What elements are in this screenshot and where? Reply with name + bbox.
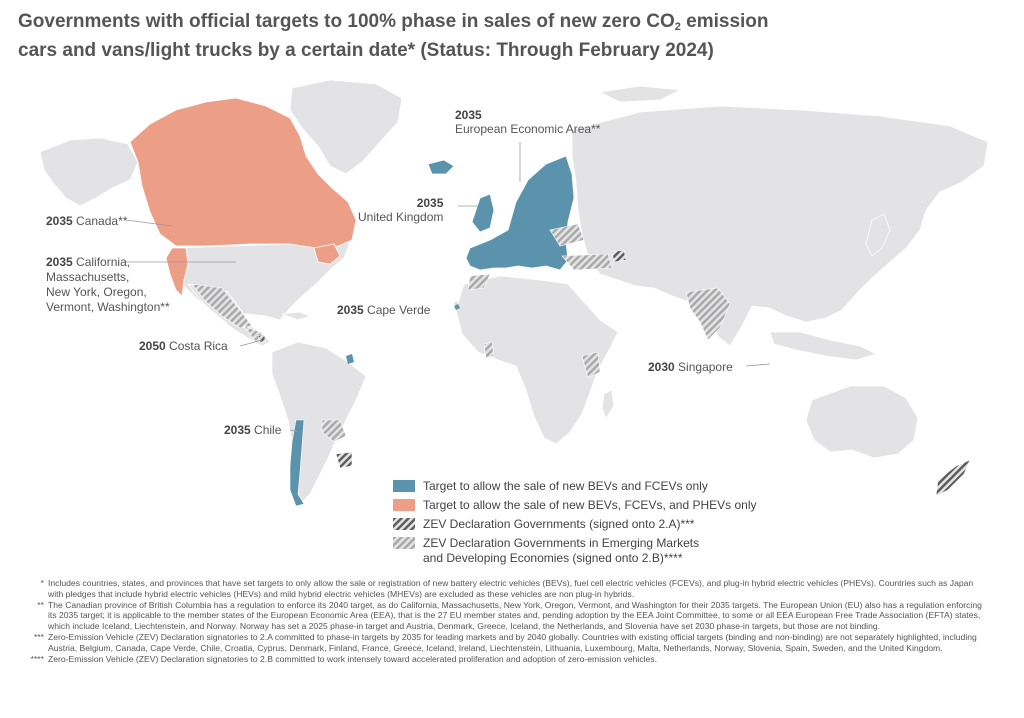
zev-2b-morocco [467, 273, 491, 291]
madagascar-region [601, 389, 615, 419]
us-west-coast-states-region [165, 247, 189, 297]
legend-item-bev-fcev: Target to allow the sale of new BEVs and… [393, 479, 757, 494]
french-guiana-region [346, 354, 354, 364]
map-legend: Target to allow the sale of new BEVs and… [393, 479, 757, 570]
south-america-region [271, 341, 367, 503]
legend-swatch-salmon [393, 499, 415, 511]
leader-canada [125, 219, 173, 227]
legend-swatch-blue [393, 480, 415, 492]
zev-2b-ghana [483, 341, 495, 359]
legend-swatch-hatch-light [393, 537, 415, 549]
zev-2b-paraguay [321, 419, 347, 443]
label-cape-verde: 2035 Cape Verde [337, 303, 431, 317]
zev-2a-costa-rica [257, 333, 267, 343]
label-costa-rica: 2050 Costa Rica [139, 339, 228, 353]
chile-region [289, 419, 305, 507]
label-us-states: 2035 California, Massachusetts, New York… [46, 255, 170, 314]
alaska-region [39, 137, 139, 207]
legend-swatch-hatch-dark [393, 518, 415, 530]
canada-region [129, 97, 357, 249]
zev-2b-india [685, 287, 731, 341]
legend-item-phev: Target to allow the sale of new BEVs, FC… [393, 498, 757, 513]
uk-region [471, 193, 495, 233]
label-eea: 2035 European Economic Area** [455, 108, 601, 136]
footnote-2: ** The Canadian province of British Colum… [37, 599, 982, 632]
zev-2b-turkey [561, 253, 613, 271]
europe-eea-region [465, 155, 575, 271]
zev-2b-kenya-ethiopia [581, 351, 601, 379]
legend-item-zev-2a: ZEV Declaration Governments (signed onto… [393, 517, 757, 532]
leader-costa-rica [239, 339, 263, 347]
legend-item-zev-2b: ZEV Declaration Governments in Emerging … [393, 536, 757, 566]
footnote-3: *** Zero-Emission Vehicle (ZEV) Declarati… [33, 631, 977, 653]
world-map [39, 79, 989, 507]
zev-2a-uruguay [335, 451, 353, 469]
zev-2a-new-zealand [935, 459, 971, 497]
asia-region [571, 105, 989, 347]
greenland-region [289, 79, 403, 175]
label-canada: 2035 Canada** [46, 214, 128, 228]
australia-region [805, 385, 919, 459]
map-title: Governments with official targets to 100… [18, 11, 769, 61]
cape-verde-region [454, 304, 460, 310]
label-chile: 2035 Chile [224, 423, 282, 437]
label-uk: 2035 United Kingdom [358, 196, 444, 224]
leader-chile [289, 429, 299, 433]
arctic-islands-region [598, 85, 682, 103]
leader-singapore [745, 363, 771, 367]
japan-region [865, 213, 891, 257]
zev-2a-azerbaijan [611, 249, 627, 263]
caribbean-region [281, 311, 312, 321]
iceland-region [427, 159, 455, 175]
us-northeast-states-region [313, 243, 341, 265]
zev-2b-ukraine [549, 223, 585, 247]
footnote-1: * Includes countries, states, and provinc… [40, 578, 974, 599]
footnote-4: **** Zero-Emission Vehicle (ZEV) Declarat… [30, 653, 658, 664]
se-asia-islands-region [769, 331, 878, 361]
label-singapore: 2030 Singapore [648, 360, 733, 374]
footnotes: * Includes countries, states, and provinc… [30, 578, 990, 664]
